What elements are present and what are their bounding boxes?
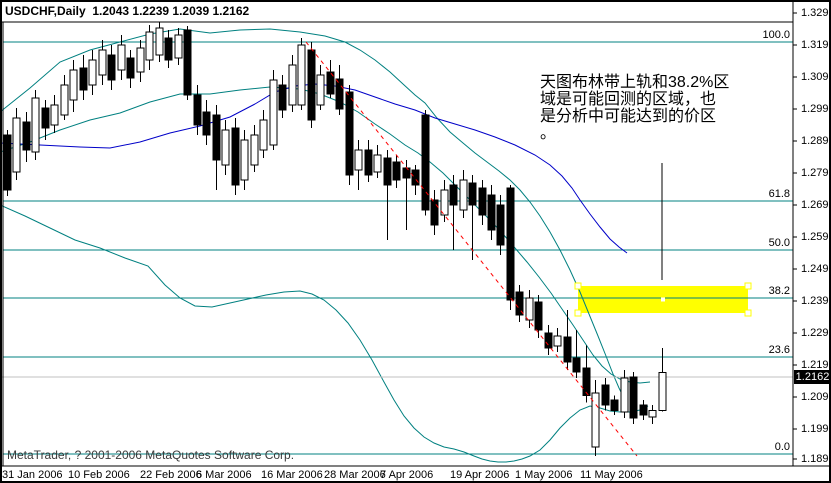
y-axis-label: 1.2590 [801,231,831,243]
fib-level-label: 23.6 [768,344,790,356]
fib-level-label: 50.0 [768,237,790,249]
y-axis-label: 1.2290 [801,327,831,339]
x-axis-label: 19 Apr 2006 [450,469,510,481]
fib-level-label: 100.0 [762,29,790,41]
y-axis-label: 1.2990 [801,103,831,115]
x-axis-label: 22 Feb 2006 [140,469,202,481]
fib-level-label: 38.2 [768,285,790,297]
y-axis-label: 1.2790 [801,167,831,179]
y-axis-label: 1.2490 [801,263,831,275]
y-axis-label: 1.2090 [801,391,831,403]
chart-title: USDCHF,Daily 1.2043 1.2239 1.2039 1.2162 [5,4,250,18]
y-axis-label: 1.3190 [801,39,831,51]
x-axis-label: 11 May 2006 [580,469,643,481]
x-axis-label: 31 Jan 2006 [2,469,63,481]
highlight-handle[interactable] [744,282,752,290]
moving-average-line [0,83,628,254]
x-axis-label: 6 Mar 2006 [196,469,252,481]
y-axis-label: 1.1890 [801,453,831,465]
x-axis-label: 16 Mar 2006 [261,469,323,481]
fib-level-label: 0.0 [774,441,790,453]
y-axis-label: 1.2390 [801,295,831,307]
highlight-center-handle[interactable] [661,297,665,302]
highlight-handle[interactable] [574,282,582,290]
bollinger-lower-line [0,204,649,463]
y-axis-label: 1.2690 [801,199,831,211]
x-axis-label: 1 May 2006 [515,469,573,481]
y-axis-label: 1.1990 [801,423,831,435]
fib-level-label: 61.8 [768,188,790,200]
annotation-text: 天图布林带上轨和38.2%区 域是可能回测的区域，也 是分析中可能达到的价区 。 [540,74,730,142]
x-axis-label: 28 Mar 2006 [324,469,386,481]
highlight-handle[interactable] [574,309,582,317]
x-axis-label: 7 Apr 2006 [380,469,434,481]
trendline[interactable] [305,41,638,457]
y-axis-label: 1.3090 [801,71,831,83]
candlestick-series[interactable] [3,21,667,457]
watermark-text: MetaTrader, ? 2001-2006 MetaQuotes Softw… [7,448,295,462]
y-axis-label: 1.2190 [801,359,831,371]
y-axis-label: 1.2890 [801,135,831,147]
y-axis-label: 1.3290 [801,7,831,19]
highlight-handle[interactable] [744,309,752,317]
x-axis-label: 10 Feb 2006 [68,469,130,481]
current-price-badge: 1.2162 [794,370,831,384]
